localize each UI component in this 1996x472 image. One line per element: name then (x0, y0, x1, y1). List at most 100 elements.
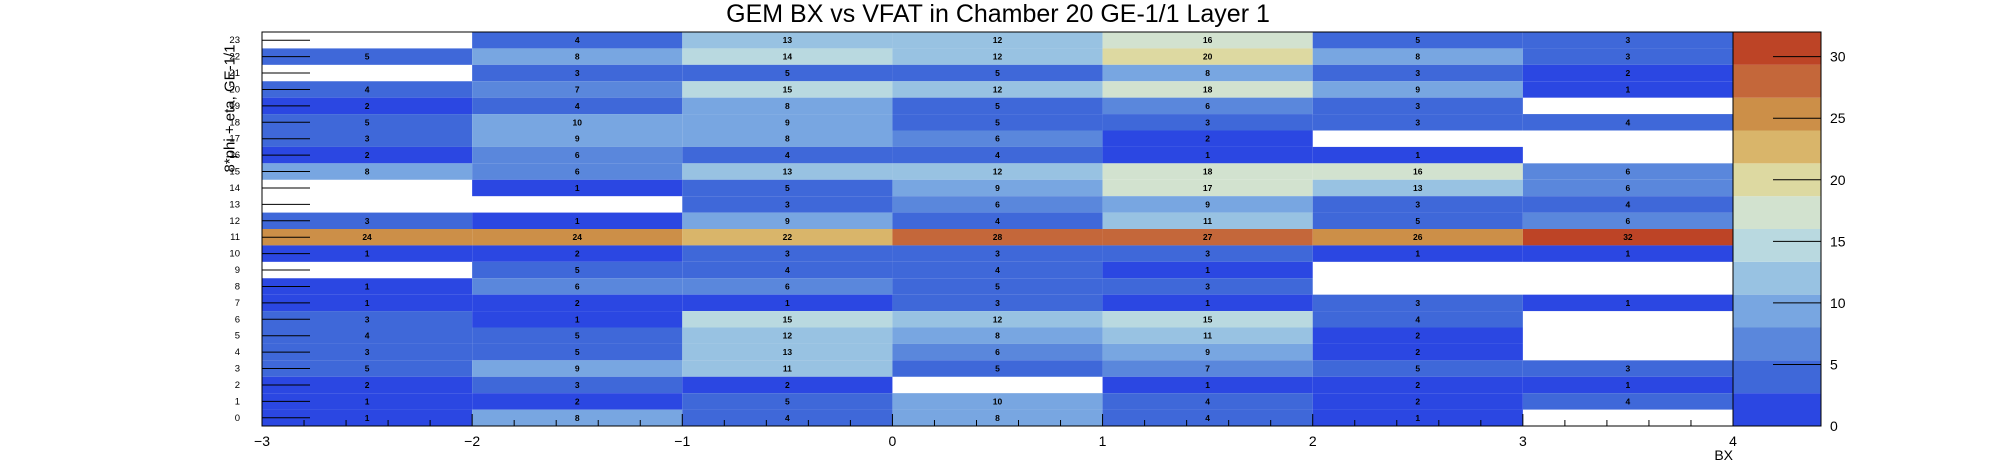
heatmap-cell (892, 409, 1103, 426)
cell-value-label: 4 (995, 150, 1000, 160)
cell-value-label: 1 (1626, 298, 1631, 308)
x-tick-label: −1 (674, 433, 690, 449)
cell-value-label: 3 (995, 298, 1000, 308)
heatmap-cell (1312, 360, 1523, 377)
cell-value-label: 6 (1626, 216, 1631, 226)
cell-value-label: 3 (1205, 249, 1210, 259)
cell-value-label: 3 (995, 249, 1000, 259)
heatmap-cell (1312, 48, 1523, 65)
cell-value-label: 2 (1626, 68, 1631, 78)
heatmap-cell (1522, 212, 1733, 229)
colorbar-segment (1733, 130, 1821, 164)
cell-value-label: 1 (1626, 380, 1631, 390)
cell-value-label: 4 (1626, 396, 1631, 406)
heatmap-cell (472, 64, 683, 82)
heatmap-cell (892, 81, 1103, 98)
colorbar-segment (1733, 97, 1821, 131)
cell-value-label: 5 (1415, 216, 1420, 226)
cell-value-label: 4 (1415, 314, 1420, 324)
cell-value-label: 8 (1205, 68, 1210, 78)
cell-value-label: 17 (1203, 183, 1213, 193)
heatmap-cell (472, 229, 683, 246)
heatmap-cell (1522, 360, 1733, 377)
y-tick-label: 1 (235, 396, 240, 407)
cell-value-label: 6 (785, 281, 790, 291)
cell-value-label: 12 (993, 167, 1003, 177)
y-tick-label: 2 (235, 380, 240, 391)
heatmap-cell (1522, 48, 1733, 65)
heatmap-cell (472, 311, 683, 328)
colorbar-segment (1733, 229, 1821, 262)
cell-value-label: 2 (1415, 347, 1420, 357)
heatmap-cell (682, 32, 893, 49)
heatmap-cell (1522, 114, 1733, 131)
cell-value-label: 16 (1203, 35, 1213, 45)
heatmap-cell (262, 393, 473, 410)
cell-value-label: 1 (1626, 84, 1631, 94)
cell-value-label: 3 (1415, 117, 1420, 127)
cell-value-label: 1 (1205, 380, 1210, 390)
colorbar: 0 5 10 15 20 25 30 (1732, 31, 1846, 434)
cell-value-label: 5 (785, 68, 790, 78)
cell-value-label: 5 (995, 117, 1000, 127)
cell-value-label: 1 (575, 216, 580, 226)
heatmap-cell (892, 48, 1103, 65)
cell-value-label: 12 (993, 52, 1003, 62)
cell-value-label: 5 (1415, 35, 1420, 45)
x-tick-label: 2 (1309, 433, 1317, 449)
cell-value-label: 1 (365, 249, 370, 259)
cell-value-label: 2 (365, 150, 370, 160)
cell-value-label: 1 (785, 298, 790, 308)
cell-value-label: 12 (993, 35, 1003, 45)
heatmap-cell (682, 360, 893, 377)
cell-value-label: 15 (783, 84, 793, 94)
cell-value-label: 13 (1413, 183, 1423, 193)
cell-value-label: 9 (785, 216, 790, 226)
heatmap-cell (1312, 376, 1523, 394)
x-tick-label: 3 (1519, 433, 1527, 449)
heatmap-cell (472, 212, 683, 229)
cell-value-label: 6 (575, 281, 580, 291)
x-tick-label: −3 (254, 433, 270, 449)
heatmap-cell (1522, 229, 1733, 246)
heatmap-cell (892, 163, 1103, 180)
cell-value-label: 7 (1205, 364, 1210, 374)
heatmap-cell (472, 393, 683, 410)
cell-value-label: 26 (1413, 232, 1423, 242)
cell-value-label: 1 (365, 413, 370, 423)
cell-value-label: 3 (575, 380, 580, 390)
cell-value-label: 5 (1415, 364, 1420, 374)
y-tick-label: 18 (229, 117, 240, 128)
y-tick-label: 9 (235, 265, 240, 276)
cell-value-label: 1 (365, 281, 370, 291)
heatmap-cell (1102, 196, 1313, 213)
heatmap-cell (1522, 294, 1733, 312)
cell-value-label: 8 (575, 52, 580, 62)
heatmap-cell (892, 179, 1103, 197)
cell-value-label: 2 (1415, 396, 1420, 406)
cell-value-label: 1 (1415, 150, 1420, 160)
cell-value-label: 3 (1415, 298, 1420, 308)
cell-value-label: 3 (1205, 117, 1210, 127)
cell-value-label: 1 (1205, 150, 1210, 160)
heatmap-cell (682, 229, 893, 246)
cell-value-label: 4 (785, 265, 790, 275)
y-tick-label: 11 (230, 232, 240, 243)
cell-value-label: 8 (575, 413, 580, 423)
colorbar-segment (1733, 294, 1821, 328)
heatmap-cell (262, 212, 473, 229)
y-tick-label: 15 (229, 167, 240, 178)
cell-value-label: 6 (1205, 101, 1210, 111)
heatmap-cell (262, 81, 473, 98)
cell-value-label: 20 (1203, 52, 1213, 62)
heatmap-cell (472, 48, 683, 65)
heatmap-cell (1102, 294, 1313, 312)
colorbar-tick-label: 5 (1830, 356, 1838, 372)
heatmap-cell (1102, 261, 1313, 279)
cell-value-label: 3 (1205, 281, 1210, 291)
heatmap-cell (892, 114, 1103, 131)
chart-title: GEM BX vs VFAT in Chamber 20 GE-1/1 Laye… (726, 0, 1270, 28)
cell-value-label: 1 (575, 314, 580, 324)
heatmap-cell (1102, 97, 1313, 115)
heatmap-cell (262, 114, 473, 131)
